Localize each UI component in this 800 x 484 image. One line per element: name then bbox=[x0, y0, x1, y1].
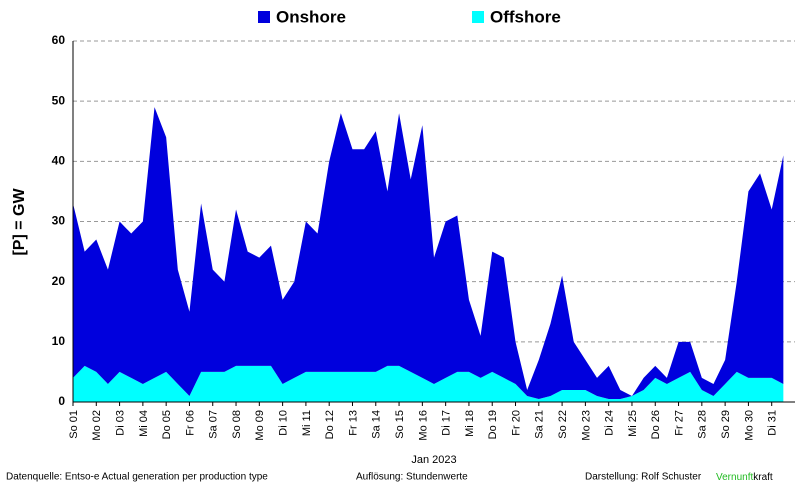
x-tick-label: So 22 bbox=[557, 410, 569, 439]
area bbox=[73, 107, 784, 399]
legend-label: Onshore bbox=[276, 7, 346, 26]
x-tick-label: Di 17 bbox=[441, 410, 453, 436]
x-tick-label: Mo 23 bbox=[580, 410, 592, 441]
y-tick-label: 50 bbox=[52, 93, 66, 107]
brand-black: kraft bbox=[753, 472, 773, 483]
legend-swatch bbox=[472, 11, 484, 23]
x-tick-label: Mi 18 bbox=[464, 410, 476, 437]
y-axis-label: [P] = GW bbox=[11, 188, 28, 256]
x-tick-label: Sa 14 bbox=[371, 410, 383, 439]
legend-label: Offshore bbox=[490, 7, 561, 26]
x-tick-label: Fr 06 bbox=[184, 410, 196, 436]
x-tick-label: Sa 21 bbox=[534, 410, 546, 439]
x-tick-label: Fr 20 bbox=[510, 410, 522, 436]
area bbox=[73, 365, 784, 402]
footer-brand: Vernunftkraft bbox=[716, 472, 773, 483]
y-tick-label: 30 bbox=[52, 214, 66, 228]
x-tick-label: So 15 bbox=[394, 410, 406, 439]
x-tick-label: Sa 07 bbox=[208, 410, 220, 439]
x-tick-label: Di 31 bbox=[767, 410, 779, 436]
x-tick-label: Mo 30 bbox=[743, 410, 755, 441]
y-tick-label: 40 bbox=[52, 154, 66, 168]
x-tick-label: Fr 27 bbox=[673, 410, 685, 436]
x-tick-label: Do 19 bbox=[487, 410, 499, 439]
y-tick-label: 20 bbox=[52, 274, 66, 288]
y-tick-label: 0 bbox=[58, 394, 65, 408]
x-tick-label: Mo 09 bbox=[254, 410, 266, 441]
x-tick-label: Di 03 bbox=[114, 410, 126, 436]
x-tick-label: Mi 04 bbox=[138, 410, 150, 437]
footer-resolution: Auflösung: Stundenwerte bbox=[356, 472, 468, 483]
x-tick-label: Do 05 bbox=[161, 410, 173, 439]
x-axis-label: Jan 2023 bbox=[411, 454, 456, 466]
footer-source: Datenquelle: Entso-e Actual generation p… bbox=[6, 472, 268, 483]
x-tick-label: Do 26 bbox=[650, 410, 662, 439]
legend-swatch bbox=[258, 11, 270, 23]
footer-author: Darstellung: Rolf Schuster bbox=[585, 472, 702, 483]
x-tick-label: Di 24 bbox=[604, 410, 616, 436]
x-tick-label: Mi 11 bbox=[301, 410, 313, 436]
x-tick-label: Mi 25 bbox=[627, 410, 639, 437]
brand-green: Vernunft bbox=[716, 472, 753, 483]
x-tick-label: Di 10 bbox=[278, 410, 290, 436]
x-tick-label: Mo 02 bbox=[91, 410, 103, 441]
x-tick-label: Mo 16 bbox=[417, 410, 429, 441]
x-tick-label: Sa 28 bbox=[697, 410, 709, 439]
y-tick-label: 10 bbox=[52, 334, 66, 348]
x-tick-label: So 08 bbox=[231, 410, 243, 439]
x-tick-label: So 29 bbox=[720, 410, 732, 439]
x-tick-label: Fr 13 bbox=[347, 410, 359, 436]
x-tick-label: So 01 bbox=[68, 410, 80, 439]
y-tick-label: 60 bbox=[52, 33, 66, 47]
x-tick-label: Do 12 bbox=[324, 410, 336, 439]
